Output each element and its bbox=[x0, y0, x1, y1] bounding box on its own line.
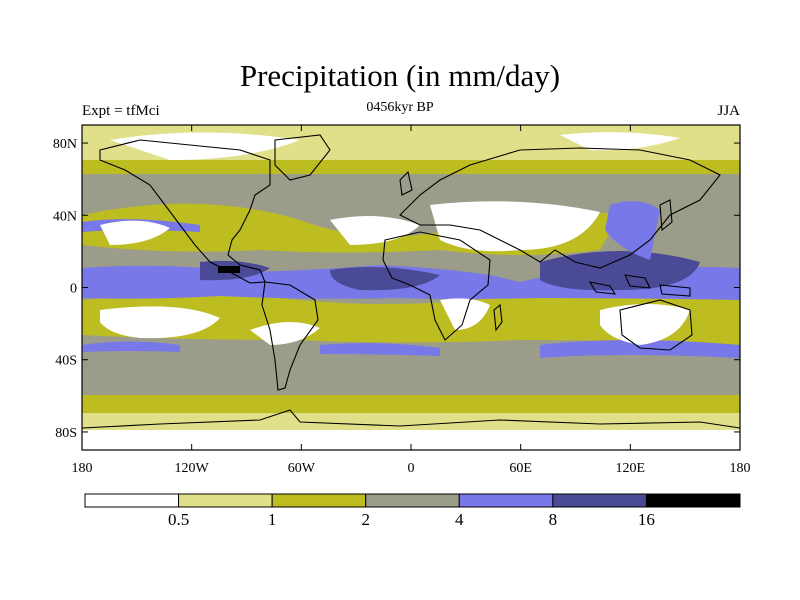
colorbar-swatch bbox=[645, 493, 741, 508]
colorbar-level-label: 16 bbox=[638, 510, 655, 529]
lon-tick-label: 60E bbox=[509, 461, 532, 476]
period-label: 0456kyr BP bbox=[366, 100, 434, 115]
colorbar-swatch bbox=[458, 493, 554, 508]
colorbar-level-label: 2 bbox=[361, 510, 370, 529]
lat-tick-label: 80N bbox=[53, 137, 77, 152]
colorbar-level-label: 4 bbox=[455, 510, 464, 529]
lon-tick-label: 120W bbox=[175, 461, 210, 476]
colorbar-swatch bbox=[365, 493, 460, 508]
longitude-axis: 180 120W 60W 0 60E 120E 180 bbox=[72, 125, 751, 476]
colorbar-swatch bbox=[552, 493, 647, 508]
experiment-label: Expt = tfMci bbox=[82, 103, 160, 119]
precipitation-field bbox=[82, 125, 740, 450]
season-label: JJA bbox=[717, 103, 740, 119]
lat-tick-label: 80S bbox=[55, 426, 77, 441]
lon-tick-label: 180 bbox=[72, 461, 93, 476]
latitude-axis: 80N 40N 0 40S 80S bbox=[53, 137, 740, 441]
colorbar-swatch bbox=[271, 493, 367, 508]
lat-tick-label: 40S bbox=[55, 354, 77, 369]
lon-tick-label: 120E bbox=[616, 461, 646, 476]
lon-tick-label: 0 bbox=[408, 461, 415, 476]
colorbar-level-label: 1 bbox=[268, 510, 277, 529]
lon-tick-label: 180 bbox=[730, 461, 751, 476]
colorbar: 0.5 1 2 4 8 16 bbox=[84, 493, 741, 529]
coastlines bbox=[82, 134, 740, 429]
colorbar-swatch bbox=[84, 493, 180, 508]
map-title: Precipitation (in mm/day) bbox=[239, 58, 561, 93]
colorbar-swatch bbox=[178, 493, 273, 508]
colorbar-level-label: 0.5 bbox=[168, 510, 189, 529]
lat-tick-label: 0 bbox=[70, 282, 77, 297]
lon-tick-label: 60W bbox=[288, 461, 316, 476]
lat-tick-label: 40N bbox=[53, 209, 77, 224]
colorbar-level-label: 8 bbox=[549, 510, 558, 529]
